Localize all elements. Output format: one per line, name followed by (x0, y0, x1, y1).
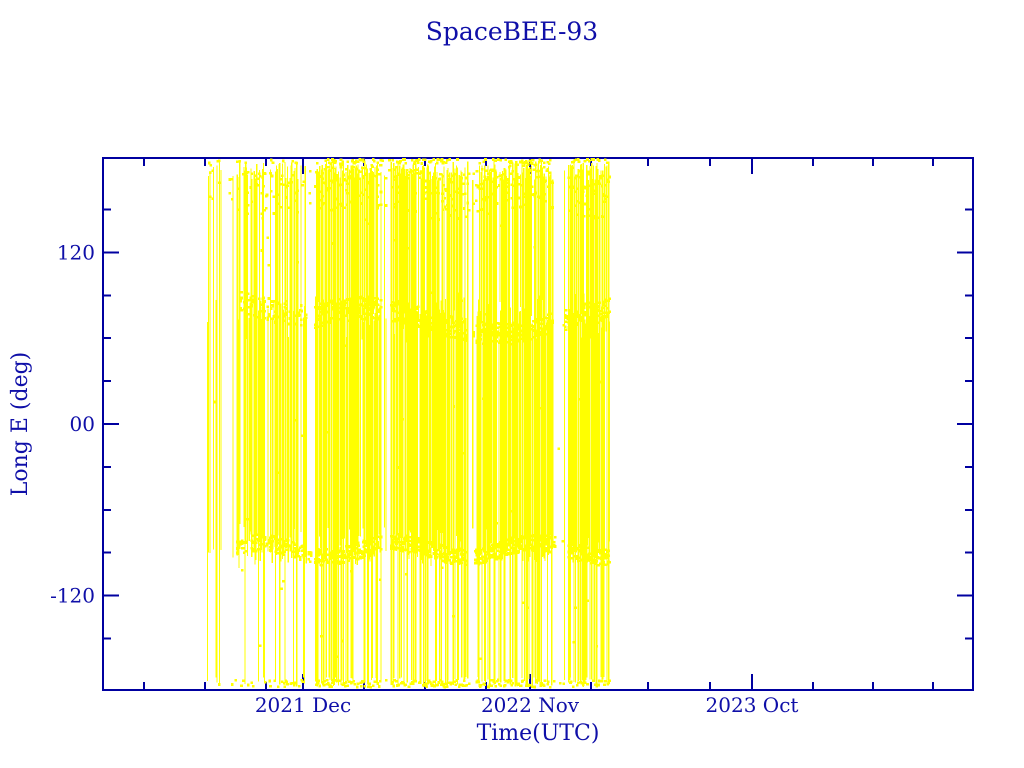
data-series (206, 158, 611, 689)
data-point-markers (207, 158, 611, 689)
y-tick-label: 120 (57, 240, 95, 264)
x-tick-label: 2023 Oct (706, 693, 799, 717)
x-axis-label: Time(UTC) (477, 721, 600, 746)
axes: 2021 Dec 2022 Nov 2023 Oct 120 00 -120 (50, 157, 974, 717)
y-tick-label: -120 (50, 584, 95, 608)
y-axis-label: Long E (deg) (8, 352, 33, 497)
x-tick-label: 2021 Dec (255, 693, 351, 717)
plot-title: SpaceBEE-93 (426, 17, 598, 46)
y-tick-label: 00 (70, 412, 95, 436)
data-wrap-lines (206, 161, 611, 688)
x-tick-label: 2022 Nov (481, 693, 580, 717)
